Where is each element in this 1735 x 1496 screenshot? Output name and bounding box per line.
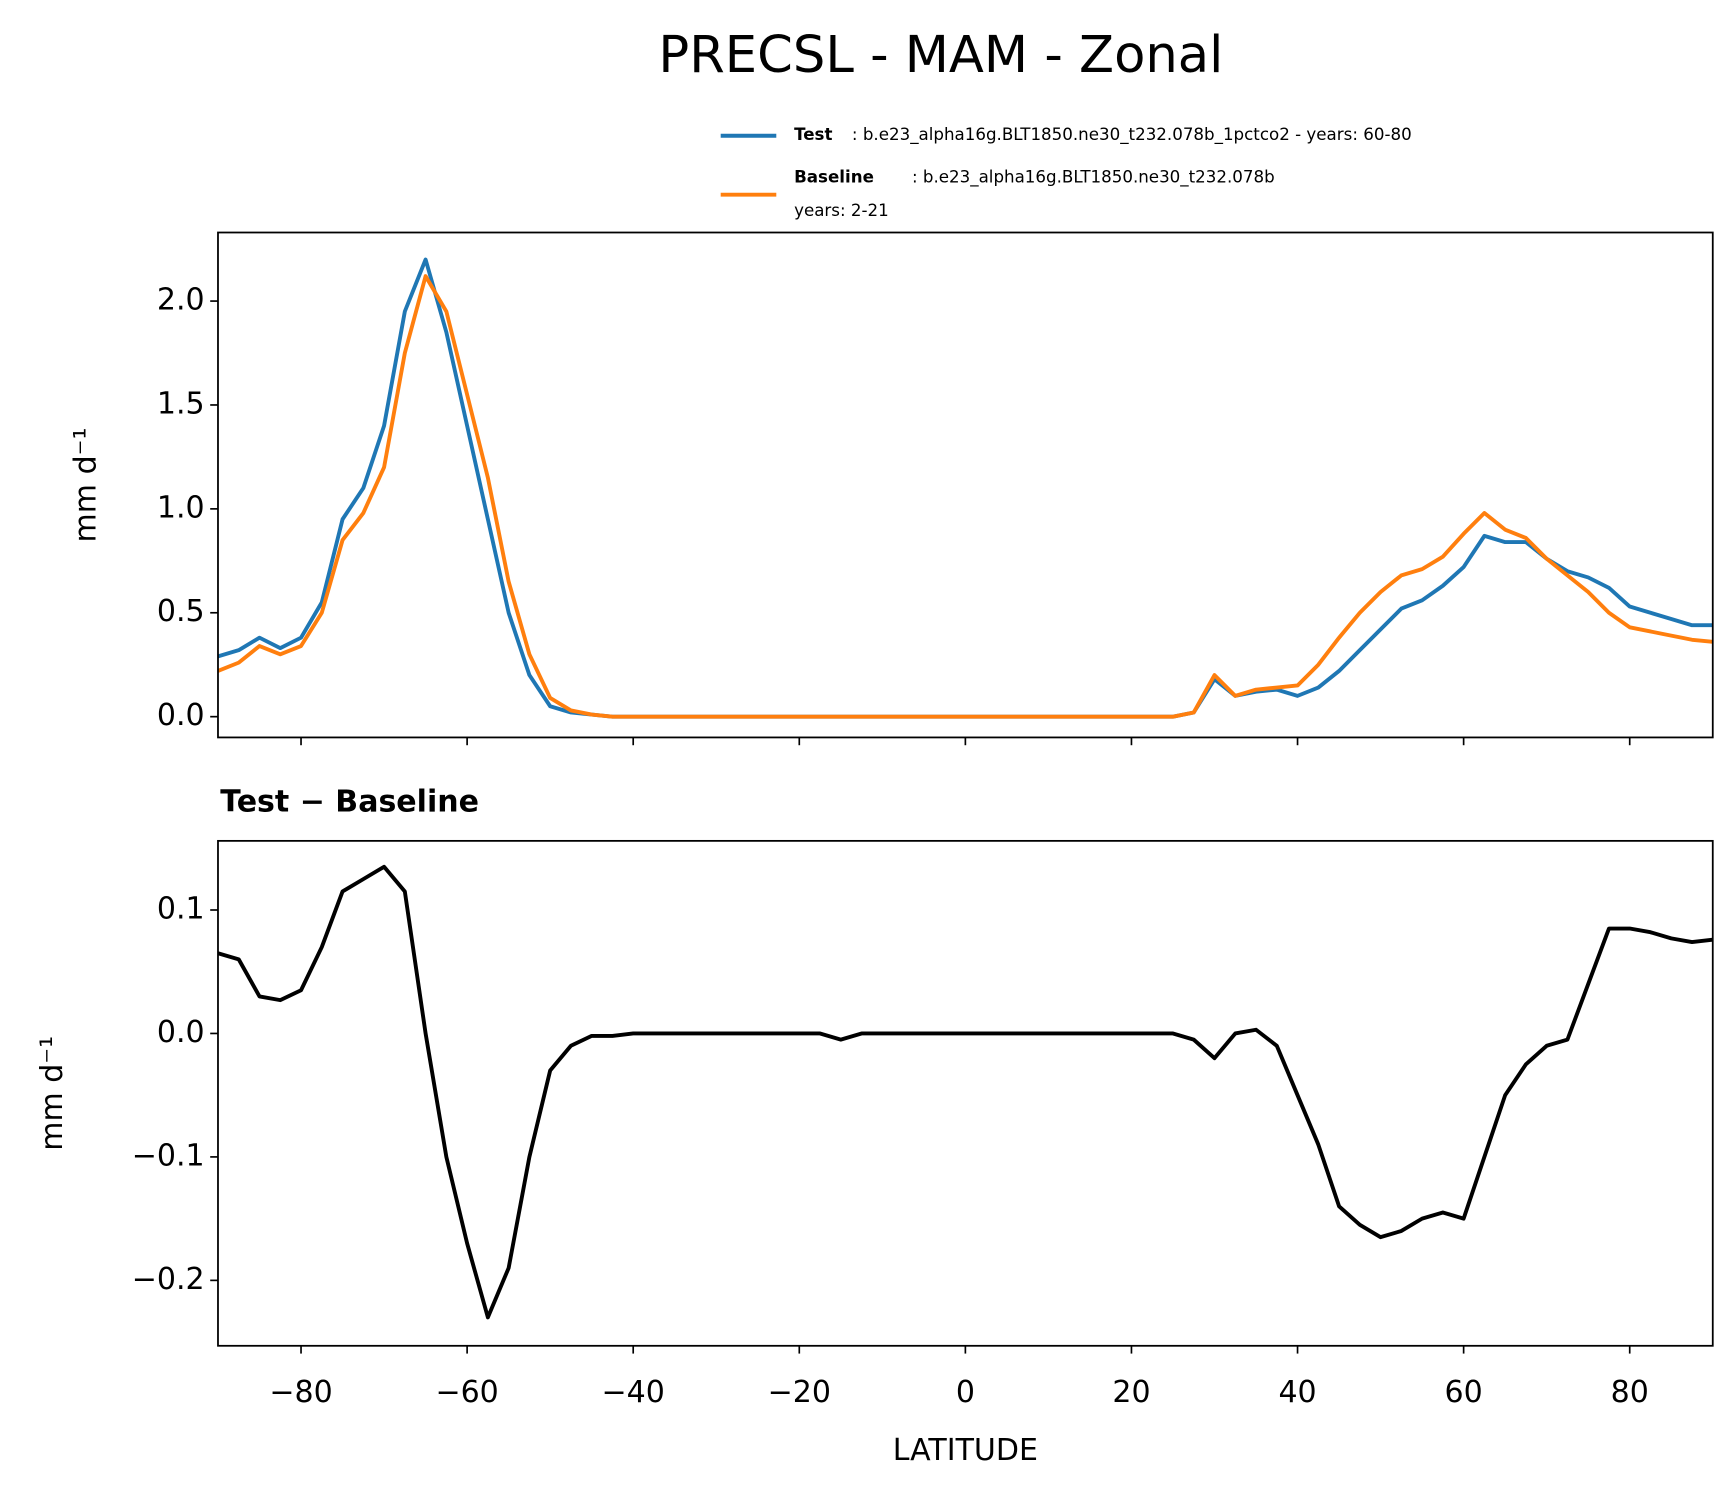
plot-frame	[217, 839, 1714, 1347]
data-line	[217, 274, 1713, 719]
x-tick-label: −20	[768, 1375, 831, 1410]
y-axis-label: mm d⁻¹	[68, 427, 103, 542]
x-tick-label: 0	[956, 1375, 975, 1410]
y-tick-label: 0.5	[157, 594, 205, 629]
x-tick-label: 40	[1278, 1375, 1316, 1410]
y-tick-label: 1.5	[157, 386, 205, 421]
x-tick-label: −40	[602, 1375, 665, 1410]
y-axis-label: mm d⁻¹	[35, 1036, 70, 1151]
y-tick-label: 0.1	[157, 892, 205, 927]
x-tick-label: −80	[269, 1375, 332, 1410]
data-line	[217, 257, 1713, 719]
legend-label: Test	[794, 125, 832, 144]
panel-title: Test − Baseline	[220, 785, 479, 820]
y-tick-label: −0.1	[132, 1138, 205, 1173]
x-tick-label: 20	[1112, 1375, 1150, 1410]
y-tick-label: 2.0	[157, 283, 205, 318]
y-tick-label: −0.2	[132, 1262, 205, 1297]
plot-frame	[217, 231, 1714, 739]
y-tick-label: 1.0	[157, 490, 205, 525]
legend-text: : b.e23_alpha16g.BLT1850.ne30_t232.078b	[912, 168, 1275, 188]
x-axis-label: LATITUDE	[893, 1433, 1038, 1468]
legend-label: Baseline	[794, 168, 874, 187]
x-tick-label: 60	[1445, 1375, 1483, 1410]
legend-text: : b.e23_alpha16g.BLT1850.ne30_t232.078b_…	[852, 125, 1412, 145]
y-tick-label: 0.0	[157, 1015, 205, 1050]
chart-title: PRECSL - MAM - Zonal	[658, 26, 1223, 85]
legend-text: years: 2-21	[794, 201, 889, 220]
data-line	[217, 864, 1713, 1320]
y-tick-label: 0.0	[157, 698, 205, 733]
x-tick-label: 80	[1611, 1375, 1649, 1410]
x-tick-label: −60	[435, 1375, 498, 1410]
